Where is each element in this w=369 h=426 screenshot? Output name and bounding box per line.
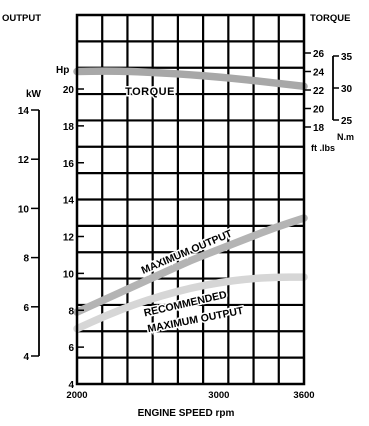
recommended-output-curve: [73, 273, 308, 333]
torque-ftlbs-tick-label: 24: [313, 68, 325, 79]
torque-ftlbs-tick-label: 20: [313, 105, 325, 116]
torque-ftlbs-unit-label: ft .lbs: [311, 143, 335, 153]
label-layer: OUTPUT TORQUE Hp kW N.m ft .lbs ENGINE S…: [2, 13, 354, 419]
x-axis-title: ENGINE SPEED rpm: [138, 408, 235, 419]
hp-unit-label: Hp: [56, 65, 69, 76]
series-layer: [73, 67, 308, 333]
hp-tick-label: 20: [63, 85, 75, 96]
hp-tick-label: 14: [63, 196, 75, 207]
torque-nm-tick-label: 35: [341, 52, 353, 63]
x-tick-label: 2000: [66, 390, 87, 401]
torque-ftlbs-tick-label: 26: [313, 49, 325, 60]
torque-curve: [73, 67, 308, 91]
hp-tick-label: 6: [68, 343, 74, 354]
hp-tick-label: 4: [68, 380, 74, 391]
torque-nm-tick-label: 30: [341, 84, 353, 95]
torque-curve-label: TORQUE: [125, 86, 175, 98]
maximum-output-curve: [73, 214, 308, 316]
kw-tick-label: 12: [18, 155, 30, 166]
kw-tick-label: 6: [23, 303, 29, 314]
kw-tick-label: 8: [23, 254, 29, 265]
torque-axis-title: TORQUE: [310, 13, 350, 24]
output-axis-title: OUTPUT: [2, 13, 41, 24]
kw-tick-label: 10: [18, 204, 30, 215]
hp-tick-label: 8: [68, 306, 74, 317]
hp-tick-label: 10: [63, 269, 75, 280]
torque-ftlbs-tick-label: 18: [313, 123, 325, 134]
kw-tick-label: 14: [18, 106, 30, 117]
x-tick-label: 3000: [208, 390, 229, 401]
kw-unit-label: kW: [26, 89, 42, 100]
hp-tick-label: 18: [63, 122, 75, 133]
x-tick-label: 3600: [293, 390, 314, 401]
kw-tick-label: 4: [23, 352, 29, 363]
torque-ftlbs-tick-label: 22: [313, 86, 325, 97]
torque-nm-unit-label: N.m: [337, 132, 354, 142]
hp-tick-label: 12: [63, 233, 75, 244]
torque-nm-tick-label: 25: [341, 116, 353, 127]
hp-tick-label: 16: [63, 159, 75, 170]
